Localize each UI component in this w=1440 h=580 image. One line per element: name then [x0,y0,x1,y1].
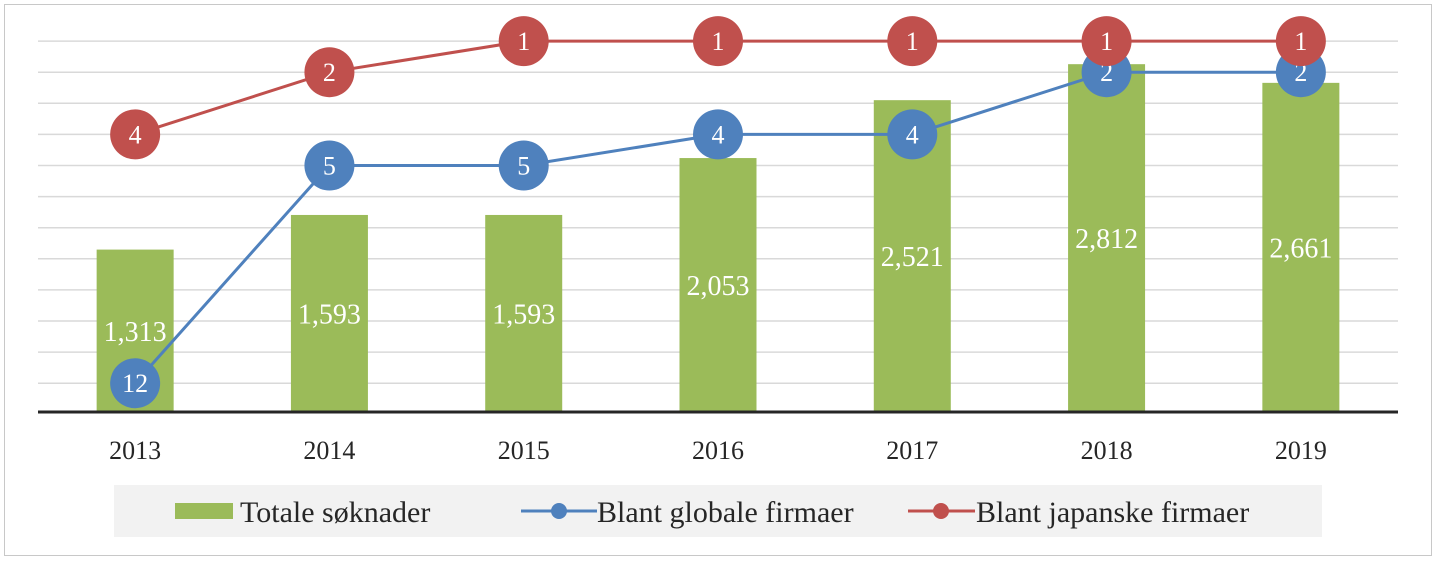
x-tick-label: 2019 [1275,436,1327,465]
marker-data-label: 1 [1294,27,1307,56]
marker-data-label: 4 [906,120,919,149]
x-tick-label: 2013 [109,436,161,465]
x-tick-label: 2015 [498,436,550,465]
bar-data-label: 2,053 [687,271,750,302]
marker-data-label: 2 [323,58,336,87]
line-marker [110,358,161,409]
bar-data-label: 2,661 [1269,233,1332,264]
marker-data-label: 1 [517,27,530,56]
bar [290,214,368,412]
line-marker [1081,16,1132,67]
legend-marker-japanese [933,503,949,519]
bar-data-label: 2,812 [1075,224,1138,255]
bar-data-label: 1,593 [492,299,555,330]
legend-swatch-bars [175,503,233,519]
bar [485,214,563,412]
bar [1068,64,1146,412]
marker-data-label: 1 [1100,27,1113,56]
bar-data-label: 1,593 [298,299,361,330]
marker-data-label: 1 [906,27,919,56]
legend-marker-global [551,503,567,519]
legend-label-japanese: Blant japanske firmaer [976,496,1249,529]
marker-data-label: 4 [129,120,142,149]
bar [679,158,757,412]
line-marker [887,16,938,67]
x-tick-label: 2016 [692,436,744,465]
bars [96,64,1340,412]
x-tick-label: 2014 [303,436,355,465]
line-marker [887,109,938,160]
marker-data-label: 12 [122,369,148,398]
line-marker [693,109,743,160]
legend-label-bars: Totale søknader [240,496,430,529]
bar-labels: 1,313 1,593 1,593 2,053 2,521 2,812 2,661 [104,224,1333,348]
legend-label-global: Blant globale firmaer [597,496,854,529]
bar-data-label: 1,313 [104,317,167,348]
x-tick-labels: 2013 2014 2015 2016 2017 2018 2019 [109,436,1327,465]
line-marker [498,16,549,67]
x-tick-label: 2017 [886,436,938,465]
series-japanese: 4 2 1 1 1 1 1 [110,16,1326,160]
bar [1262,82,1340,412]
line-marker [1275,16,1326,67]
legend: Totale søknader Blant globale firmaer Bl… [114,485,1322,537]
marker-data-label: 4 [712,120,725,149]
line-marker [304,47,355,98]
marker-data-label: 5 [323,152,336,181]
legend-background [114,485,1322,537]
line-marker [304,140,355,191]
bar-data-label: 2,521 [881,242,944,273]
line-marker [110,109,161,160]
marker-data-label: 1 [712,27,725,56]
x-tick-label: 2018 [1081,436,1133,465]
line-marker [693,16,743,67]
line-marker [498,140,549,191]
marker-data-label: 5 [517,152,530,181]
